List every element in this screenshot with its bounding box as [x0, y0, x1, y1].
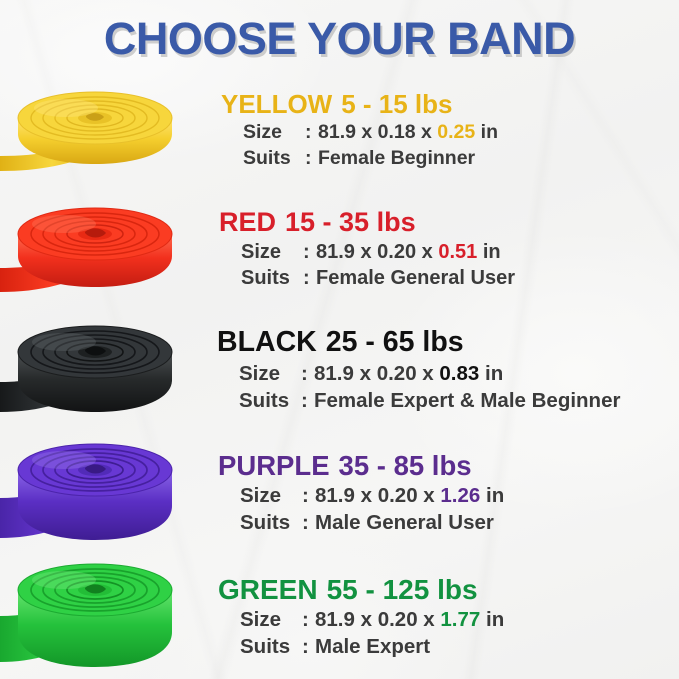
- page-title: CHOOSE YOUR BAND: [103, 13, 576, 64]
- size-value: 81.9 x 0.20 x 1.26 in: [315, 482, 504, 509]
- suits-colon: :: [305, 146, 312, 169]
- size-prefix: 81.9 x 0.18 x: [318, 120, 432, 143]
- band-color-name: YELLOW: [221, 88, 333, 119]
- band-image-purple: [0, 432, 205, 556]
- thickness-value: 1.26: [440, 484, 481, 508]
- band-weight-range: 15 - 35 lbs: [285, 207, 416, 238]
- band-row-red: RED 15 - 35 lbs Size : 81.9 x 0.20 x 0.51…: [0, 190, 679, 310]
- band-suits-row: Suits : Female Expert & Male Beginner: [239, 387, 675, 414]
- coiled-band-icon: [0, 325, 173, 412]
- band-image-black: [0, 310, 205, 432]
- band-weight-range: 35 - 85 lbs: [338, 449, 472, 481]
- size-unit: in: [482, 240, 501, 263]
- band-row-purple: PURPLE 35 - 85 lbs Size : 81.9 x 0.20 x 1…: [0, 432, 679, 556]
- band-heading-purple: PURPLE 35 - 85 lbs: [218, 449, 675, 481]
- band-suits-row: Suits : Female General User: [241, 265, 675, 291]
- size-colon: :: [302, 608, 309, 632]
- size-unit: in: [486, 484, 505, 508]
- suits-label: Suits: [243, 146, 291, 169]
- size-label: Size: [240, 484, 282, 508]
- band-text-green: GREEN 55 - 125 lbs Size : 81.9 x 0.20 x 1…: [205, 575, 679, 660]
- suits-colon: :: [302, 511, 309, 535]
- band-text-yellow: YELLOW 5 - 15 lbs Size : 81.9 x 0.18 x 0.…: [205, 88, 679, 172]
- band-image-red: [0, 190, 205, 310]
- band-color-name: GREEN: [218, 573, 318, 605]
- band-weight-range: 55 - 125 lbs: [326, 573, 478, 605]
- coiled-band-icon: [0, 443, 173, 540]
- band-size-row: Size : 81.9 x 0.20 x 1.77 in: [240, 606, 675, 633]
- band-weight-range: 5 - 15 lbs: [341, 88, 453, 119]
- suits-value: Male Expert: [315, 635, 431, 659]
- size-label: Size: [239, 361, 281, 385]
- coiled-band-icon: [0, 207, 173, 292]
- size-prefix: 81.9 x 0.20 x: [314, 361, 434, 385]
- band-color-name: BLACK: [217, 325, 317, 358]
- suits-label: Suits: [241, 267, 290, 290]
- thickness-value: 1.77: [440, 608, 481, 632]
- band-text-black: BLACK 25 - 65 lbs Size : 81.9 x 0.20 x 0.…: [205, 325, 679, 414]
- band-heading-red: RED 15 - 35 lbs: [219, 208, 675, 236]
- band-size-row: Size : 81.9 x 0.20 x 0.83 in: [239, 360, 675, 387]
- suits-colon: :: [301, 388, 308, 412]
- size-value: 81.9 x 0.20 x 0.83 in: [314, 360, 503, 387]
- suits-value: Female Beginner: [318, 146, 476, 169]
- size-unit: in: [486, 608, 505, 632]
- band-row-green: GREEN 55 - 125 lbs Size : 81.9 x 0.20 x 1…: [0, 556, 679, 679]
- size-colon: :: [302, 484, 309, 508]
- size-unit: in: [480, 120, 498, 143]
- suits-value: Female General User: [316, 267, 515, 290]
- band-heading-yellow: YELLOW 5 - 15 lbs: [221, 88, 675, 119]
- thickness-value: 0.83: [439, 361, 480, 385]
- band-size-row: Size : 81.9 x 0.20 x 1.26 in: [240, 482, 675, 509]
- suits-label: Suits: [240, 511, 291, 535]
- band-color-name: PURPLE: [218, 449, 330, 481]
- size-label: Size: [241, 240, 282, 263]
- size-colon: :: [301, 361, 308, 385]
- size-label: Size: [243, 120, 283, 143]
- size-prefix: 81.9 x 0.20 x: [316, 240, 433, 263]
- band-color-name: RED: [219, 207, 277, 238]
- band-size-row: Size : 81.9 x 0.20 x 0.51 in: [241, 239, 675, 265]
- band-heading-black: BLACK 25 - 65 lbs: [217, 325, 675, 358]
- band-size-row: Size : 81.9 x 0.18 x 0.25 in: [243, 120, 675, 146]
- band-row-black: BLACK 25 - 65 lbs Size : 81.9 x 0.20 x 0.…: [0, 310, 679, 432]
- thickness-value: 0.25: [437, 120, 476, 143]
- size-value: 81.9 x 0.20 x 0.51 in: [316, 239, 501, 265]
- size-label: Size: [240, 608, 282, 632]
- size-value: 81.9 x 0.20 x 1.77 in: [315, 606, 504, 633]
- band-image-yellow: [0, 72, 205, 190]
- band-image-green: [0, 556, 205, 679]
- size-value: 81.9 x 0.18 x 0.25 in: [318, 120, 498, 146]
- size-prefix: 81.9 x 0.20 x: [315, 484, 435, 508]
- suits-label: Suits: [240, 635, 291, 659]
- size-unit: in: [485, 361, 504, 385]
- thickness-value: 0.51: [438, 240, 478, 263]
- band-text-red: RED 15 - 35 lbs Size : 81.9 x 0.20 x 0.51…: [205, 208, 679, 291]
- size-colon: :: [303, 240, 310, 263]
- band-heading-green: GREEN 55 - 125 lbs: [218, 575, 675, 604]
- band-text-purple: PURPLE 35 - 85 lbs Size : 81.9 x 0.20 x 1…: [205, 449, 679, 537]
- suits-value: Female Expert & Male Beginner: [314, 388, 621, 412]
- suits-colon: :: [303, 267, 310, 290]
- band-suits-row: Suits : Female Beginner: [243, 146, 675, 172]
- suits-value: Male General User: [315, 511, 494, 535]
- coiled-band-icon: [0, 563, 173, 667]
- size-colon: :: [305, 120, 312, 143]
- band-row-yellow: YELLOW 5 - 15 lbs Size : 81.9 x 0.18 x 0.…: [0, 72, 679, 190]
- band-suits-row: Suits : Male Expert: [240, 633, 675, 660]
- size-prefix: 81.9 x 0.20 x: [315, 608, 435, 632]
- band-weight-range: 25 - 65 lbs: [325, 325, 464, 358]
- suits-label: Suits: [239, 388, 290, 412]
- suits-colon: :: [302, 635, 309, 659]
- coiled-band-icon: [0, 91, 173, 171]
- band-suits-row: Suits : Male General User: [240, 509, 675, 536]
